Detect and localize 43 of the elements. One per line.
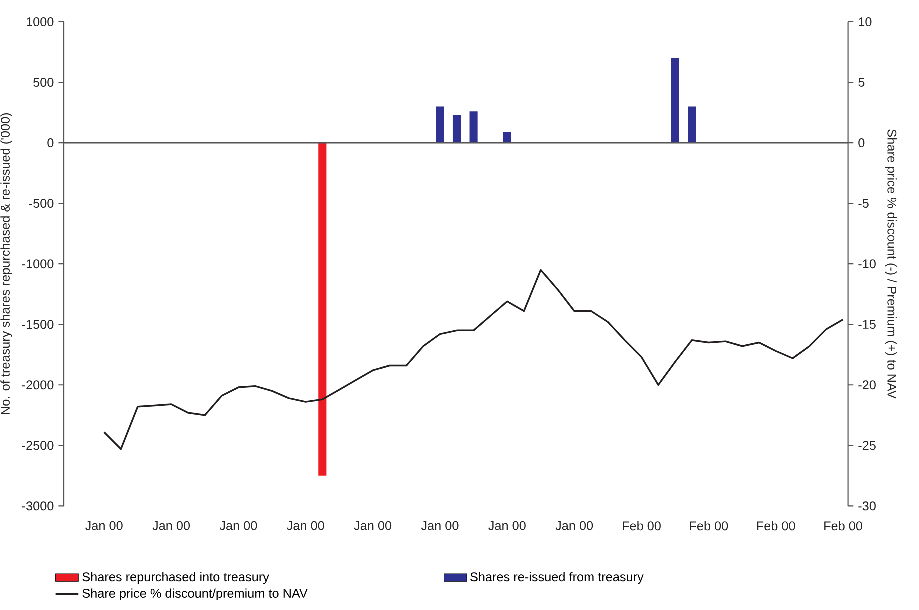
y-tick-label: 1000 <box>26 17 54 26</box>
y2-tick-label: -25 <box>858 441 876 450</box>
y-tick-label: -500 <box>29 198 54 208</box>
x-tick-label: Jan 00 <box>556 521 594 530</box>
x-tick-label: Jan 00 <box>152 521 190 530</box>
y-tick-label: -1500 <box>22 320 54 329</box>
x-tick-label: Feb 00 <box>690 521 728 531</box>
legend-label: Share price % discount/premium to NAV <box>82 588 308 600</box>
y2-tick-label: 0 <box>858 138 865 148</box>
y2-axis-title: Share price % discount (-) / Premium (+) to NAV <box>885 130 897 399</box>
legend-label: Shares re-issued from treasury <box>470 572 644 584</box>
y2-tick-label: -30 <box>858 502 876 511</box>
x-tick-label: Jan 00 <box>287 521 324 530</box>
x-tick-label: Jan 00 <box>354 521 392 530</box>
x-tick-label: Jan 00 <box>86 521 123 530</box>
bar <box>470 111 478 143</box>
x-tick-label: Feb 00 <box>757 521 796 531</box>
y2-tick-label: -10 <box>858 260 876 268</box>
x-tick-label: Feb 00 <box>824 521 862 531</box>
line-series <box>103 269 844 450</box>
bar <box>452 115 462 143</box>
y2-tick-label: -15 <box>858 320 876 329</box>
bar <box>436 106 444 143</box>
y-tick-label: -3000 <box>22 502 54 511</box>
y-tick-label: -1000 <box>22 260 54 268</box>
y2-tick-label: 10 <box>859 17 872 26</box>
y-tick-label: 0 <box>48 138 54 148</box>
y-tick-label: -2000 <box>22 380 54 390</box>
legend-label: Shares repurchased into treasury <box>82 572 270 584</box>
bar <box>318 142 327 476</box>
x-tick-label: Feb 00 <box>623 521 661 531</box>
x-tick-label: Jan 00 <box>488 521 526 530</box>
y-tick-label: -2500 <box>22 441 54 450</box>
x-tick-label: Jan 00 <box>421 521 459 530</box>
bar <box>688 106 696 143</box>
x-tick-label: Jan 00 <box>220 521 258 530</box>
y2-tick-label: -20 <box>858 380 876 390</box>
y-tick-label: 500 <box>34 78 54 87</box>
y2-tick-label: 5 <box>858 78 865 87</box>
y-axis-title: No. of treasury shares repurchased & re-issued ('000) <box>0 113 12 414</box>
y2-tick-label: -5 <box>858 199 869 208</box>
bar <box>503 132 512 143</box>
bar <box>671 58 680 143</box>
